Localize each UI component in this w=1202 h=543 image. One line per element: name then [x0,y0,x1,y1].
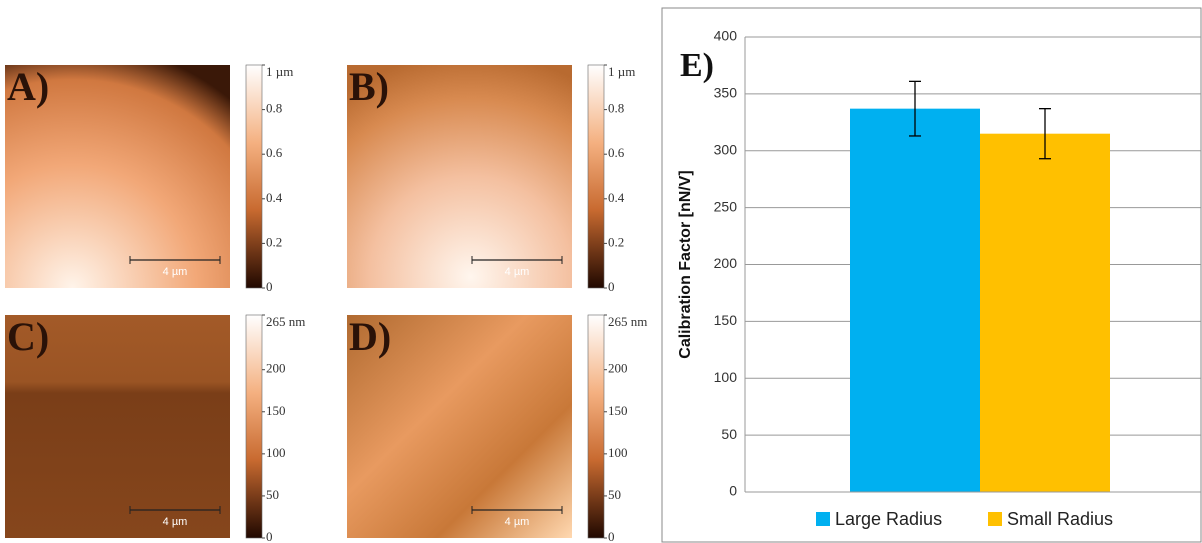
colorbar-tick-label: 150 [608,403,628,418]
colorbar-tick-label: 1 µm [608,64,635,79]
panel-label: B) [349,64,389,109]
scale-bar-label: 4 µm [505,516,530,528]
colorbar [246,65,262,288]
colorbar [588,65,604,288]
panel-label: C) [7,314,49,359]
colorbar-tick-label: 0 [608,279,615,294]
scale-bar-label: 4 µm [505,266,530,278]
y-tick-label: 0 [729,483,737,499]
y-tick-label: 400 [714,28,738,44]
colorbar-tick-label: 265 nm [608,314,647,329]
colorbar-tick-label: 0 [266,529,273,543]
y-tick-label: 200 [714,255,738,271]
scale-bar-label: 4 µm [163,516,188,528]
colorbar-tick-label: 50 [608,487,621,502]
legend-label: Small Radius [1007,509,1113,529]
colorbar-tick-label: 0.2 [608,234,624,249]
colorbar-tick-label: 0.8 [266,101,282,116]
bar [850,109,980,492]
colorbar-tick-label: 0.8 [608,101,624,116]
colorbar-tick-label: 0.6 [608,145,625,160]
colorbar-tick-label: 0.4 [608,190,625,205]
chart-annotation: E) [680,47,714,84]
y-tick-label: 300 [714,141,738,157]
colorbar-tick-label: 0 [266,279,273,294]
colorbar-tick-label: 100 [608,445,628,460]
colorbar-tick-label: 200 [266,361,286,376]
colorbar [588,315,604,538]
panel-label: D) [349,314,391,359]
y-axis-label: Calibration Factor [nN/V] [677,170,694,358]
colorbar-tick-label: 1 µm [266,64,293,79]
legend-swatch [988,512,1002,526]
colorbar-tick-label: 0.4 [266,190,283,205]
y-tick-label: 350 [714,85,738,101]
y-tick-label: 50 [721,426,737,442]
colorbar-tick-label: 0.6 [266,145,283,160]
colorbar-tick-label: 0 [608,529,615,543]
scale-bar-label: 4 µm [163,266,188,278]
legend-swatch [816,512,830,526]
colorbar-tick-label: 265 nm [266,314,305,329]
y-tick-label: 250 [714,198,738,214]
y-tick-label: 100 [714,369,738,385]
y-tick-label: 150 [714,312,738,328]
colorbar-tick-label: 50 [266,487,279,502]
colorbar [246,315,262,538]
legend-label: Large Radius [835,509,942,529]
colorbar-tick-label: 150 [266,403,286,418]
colorbar-tick-label: 100 [266,445,286,460]
colorbar-tick-label: 200 [608,361,628,376]
figure: A) 4 µm 1 µm 0.8 0.6 0.4 0.2 0 B) 4 µm 1 µm 0.8 0.6 0… [0,0,1202,543]
colorbar-tick-label: 0.2 [266,234,282,249]
bar [980,134,1110,492]
panel-label: A) [7,64,49,109]
